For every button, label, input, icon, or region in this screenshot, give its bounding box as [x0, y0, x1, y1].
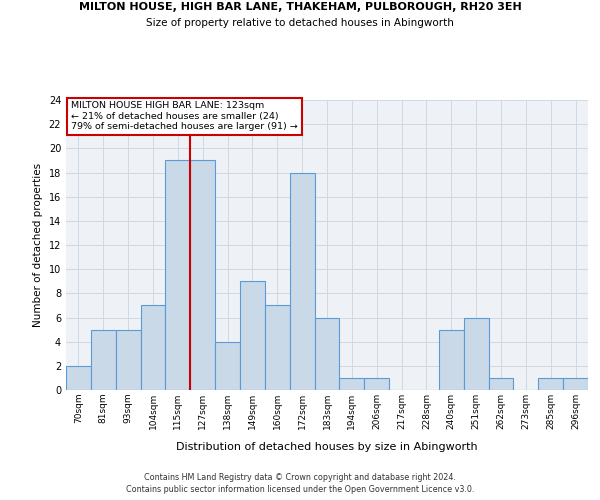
Bar — [116, 330, 140, 390]
Bar — [364, 378, 389, 390]
Bar — [66, 366, 91, 390]
Text: MILTON HOUSE, HIGH BAR LANE, THAKEHAM, PULBOROUGH, RH20 3EH: MILTON HOUSE, HIGH BAR LANE, THAKEHAM, P… — [79, 2, 521, 12]
Bar — [215, 342, 240, 390]
Text: Contains HM Land Registry data © Crown copyright and database right 2024.: Contains HM Land Registry data © Crown c… — [144, 472, 456, 482]
Bar — [290, 172, 314, 390]
Text: Contains public sector information licensed under the Open Government Licence v3: Contains public sector information licen… — [126, 485, 474, 494]
Y-axis label: Number of detached properties: Number of detached properties — [33, 163, 43, 327]
Text: Size of property relative to detached houses in Abingworth: Size of property relative to detached ho… — [146, 18, 454, 28]
Text: MILTON HOUSE HIGH BAR LANE: 123sqm
← 21% of detached houses are smaller (24)
79%: MILTON HOUSE HIGH BAR LANE: 123sqm ← 21%… — [71, 102, 298, 132]
Bar — [439, 330, 464, 390]
Bar — [464, 318, 488, 390]
Bar — [265, 306, 290, 390]
Bar — [166, 160, 190, 390]
Bar — [190, 160, 215, 390]
Bar — [91, 330, 116, 390]
Bar — [314, 318, 340, 390]
Text: Distribution of detached houses by size in Abingworth: Distribution of detached houses by size … — [176, 442, 478, 452]
Bar — [563, 378, 588, 390]
Bar — [340, 378, 364, 390]
Bar — [488, 378, 514, 390]
Bar — [140, 306, 166, 390]
Bar — [538, 378, 563, 390]
Bar — [240, 281, 265, 390]
